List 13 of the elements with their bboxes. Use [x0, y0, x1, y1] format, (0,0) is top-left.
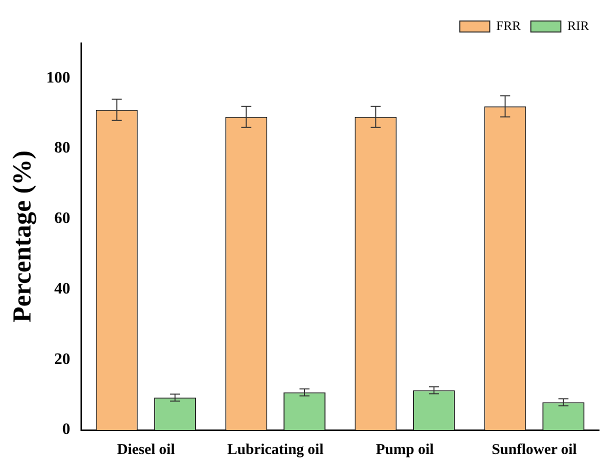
y-tick-label: 20 — [54, 350, 70, 368]
x-tick-label: Sunflower oil — [492, 442, 577, 458]
x-tick-label: Lubricating oil — [227, 442, 324, 458]
y-tick-label: 0 — [62, 421, 70, 438]
y-tick-label: 60 — [54, 210, 70, 228]
y-axis-title: Percentage (%) — [7, 150, 36, 323]
y-tick-label: 80 — [54, 140, 70, 157]
y-tick-label: 100 — [46, 69, 70, 86]
legend-label: RIR — [567, 18, 590, 33]
x-tick-label: Diesel oil — [116, 442, 175, 458]
y-tick-label: 40 — [54, 280, 70, 298]
legend-label: FRR — [496, 18, 522, 33]
x-tick-label: Pump oil — [376, 442, 434, 458]
